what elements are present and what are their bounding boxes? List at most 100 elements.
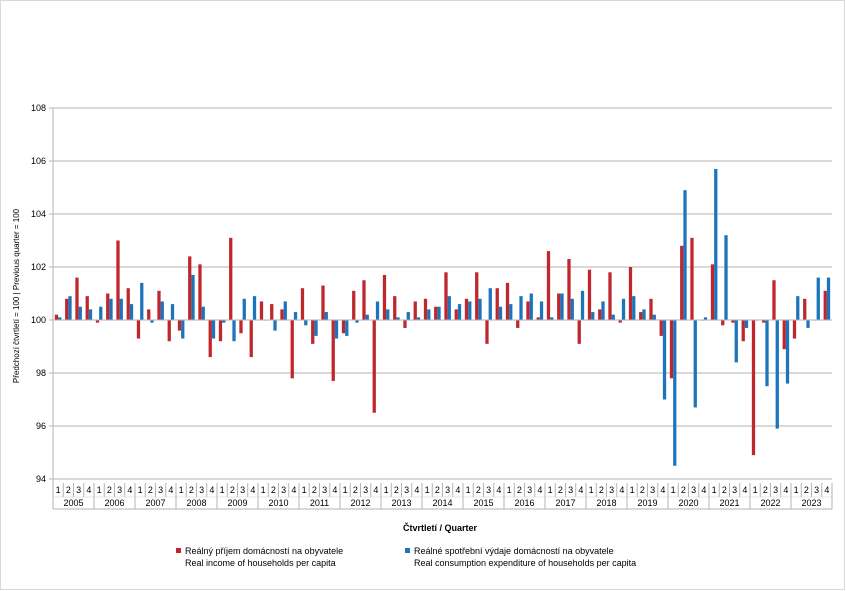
x-quarter-label: 3 — [568, 485, 573, 495]
x-quarter-label: 4 — [742, 485, 747, 495]
x-quarter-label: 3 — [199, 485, 204, 495]
bar-income — [126, 288, 130, 320]
bar-consumption — [191, 274, 195, 320]
bar-income — [516, 320, 520, 328]
bar-consumption — [621, 298, 626, 320]
bar-income — [423, 298, 428, 320]
x-quarter-label: 3 — [240, 485, 245, 495]
bar-consumption — [68, 296, 72, 320]
bar-income — [106, 293, 110, 320]
bar-income — [782, 320, 786, 350]
bar-consumption — [550, 317, 554, 320]
y-tick-label: 96 — [36, 421, 46, 431]
x-quarter-label: 3 — [76, 485, 81, 495]
x-quarter-label: 4 — [824, 485, 829, 495]
bar-consumption — [775, 320, 779, 429]
x-quarter-label: 2 — [763, 485, 768, 495]
legend-swatch-income — [176, 548, 181, 553]
bar-consumption — [806, 320, 810, 328]
x-quarter-label: 1 — [384, 485, 389, 495]
bar-income — [362, 280, 366, 320]
axes — [52, 108, 833, 510]
bar-income — [536, 317, 540, 320]
bar-income — [157, 290, 161, 320]
x-quarter-label: 3 — [486, 485, 491, 495]
x-quarter-label: 4 — [783, 485, 788, 495]
bar-consumption — [580, 290, 585, 320]
bar-income — [341, 320, 346, 334]
bar-income — [639, 312, 643, 320]
bar-consumption — [150, 320, 154, 323]
x-quarter-label: 4 — [619, 485, 624, 495]
x-quarter-label: 2 — [107, 485, 112, 495]
x-year-label: 2022 — [760, 498, 780, 508]
bar-income — [65, 298, 69, 320]
x-quarter-label: 3 — [527, 485, 532, 495]
x-year-label: 2021 — [719, 498, 739, 508]
bar-income — [803, 298, 807, 320]
bar-consumption — [611, 314, 615, 320]
bar-consumption — [673, 320, 677, 466]
bar-consumption — [529, 293, 533, 320]
bar-income — [75, 277, 79, 320]
x-quarter-label: 1 — [753, 485, 758, 495]
bar-income — [659, 320, 663, 336]
bar-consumption — [355, 320, 359, 323]
x-quarter-label: 4 — [332, 485, 337, 495]
x-year-label: 2009 — [227, 498, 247, 508]
x-quarter-label: 1 — [220, 485, 225, 495]
bar-consumption — [427, 309, 431, 320]
bar-income — [577, 320, 581, 344]
x-year-label: 2018 — [596, 498, 616, 508]
bar-income — [649, 298, 653, 320]
x-year-label: 2015 — [473, 498, 493, 508]
bar-consumption — [283, 301, 287, 320]
bar-income — [444, 272, 448, 320]
bar-income — [741, 320, 745, 342]
bar-income — [95, 320, 100, 323]
bar-income — [557, 293, 561, 320]
x-year-label: 2006 — [104, 498, 124, 508]
bar-consumption — [99, 306, 103, 320]
x-year-label: 2010 — [268, 498, 288, 508]
bar-income — [352, 290, 356, 320]
bar-income — [177, 320, 182, 331]
bar-income — [772, 280, 776, 320]
bar-consumption — [591, 312, 595, 320]
legend-swatch-consumption — [405, 548, 410, 553]
bar-consumption — [324, 312, 328, 320]
bar-consumption — [140, 282, 144, 320]
x-year-label: 2017 — [555, 498, 575, 508]
x-quarter-label: 1 — [261, 485, 266, 495]
bar-income — [198, 264, 202, 320]
bar-income — [721, 320, 725, 326]
legend-label-income: Reálný příjem domácností na obyvatele — [185, 546, 343, 556]
x-quarter-label: 1 — [548, 485, 553, 495]
legend-label-consumption-en: Real consumption expenditure of househol… — [414, 558, 636, 568]
bar-consumption — [242, 298, 246, 320]
bar-consumption — [222, 320, 226, 323]
bar-income — [495, 288, 499, 320]
x-quarter-label: 1 — [97, 485, 102, 495]
bar-consumption — [570, 298, 574, 320]
x-quarter-label: 3 — [732, 485, 737, 495]
bar-income — [280, 309, 284, 320]
bar-consumption — [744, 320, 749, 328]
bar-consumption — [58, 317, 62, 320]
x-quarter-label: 4 — [127, 485, 132, 495]
x-quarter-label: 3 — [773, 485, 778, 495]
bar-consumption — [437, 306, 441, 320]
bar-consumption — [683, 190, 687, 320]
bar-income — [290, 320, 294, 379]
bar-consumption — [375, 301, 380, 320]
x-year-label: 2016 — [514, 498, 534, 508]
bar-consumption — [724, 235, 728, 320]
x-quarter-label: 1 — [343, 485, 348, 495]
x-quarter-label: 1 — [589, 485, 594, 495]
bar-consumption — [211, 320, 216, 339]
x-quarter-label: 3 — [363, 485, 368, 495]
bar-consumption — [181, 320, 185, 339]
bar-consumption — [160, 301, 164, 320]
x-quarter-label: 2 — [148, 485, 153, 495]
x-quarter-label: 3 — [445, 485, 450, 495]
